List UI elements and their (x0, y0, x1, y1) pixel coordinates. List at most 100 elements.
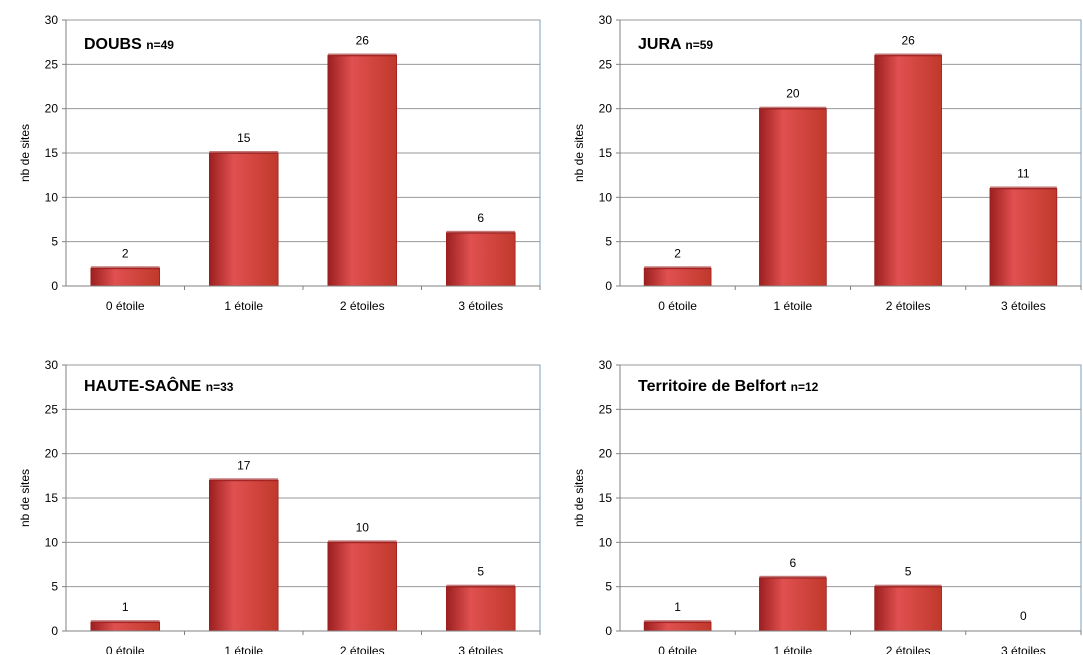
x-tick-label: 3 étoiles (458, 644, 503, 654)
y-tick-label: 0 (605, 279, 612, 293)
y-tick-label: 25 (599, 402, 613, 416)
y-tick-label: 15 (45, 146, 59, 160)
chart-panel-doubs: 0 5 10 15 20 25 30 nb de sites 2 0 étoile 15 1 étoi… (0, 0, 541, 327)
bar (327, 541, 398, 632)
x-tick-label: 1 étoile (774, 299, 813, 313)
chart-title-text: JURA (638, 36, 681, 53)
chart-subtitle-count: n=33 (205, 380, 234, 394)
x-tick-label: 1 étoile (224, 644, 263, 654)
bar-top-bevel (209, 151, 279, 154)
data-label: 1 (122, 600, 129, 614)
chart-panel-jura: 0 5 10 15 20 25 30 nb de sites 2 0 étoile 20 1 étoi… (541, 0, 1082, 327)
data-label: 6 (790, 556, 797, 570)
bar-top-bevel (989, 186, 1057, 190)
data-label: 2 (674, 246, 681, 260)
data-label: 26 (356, 33, 370, 47)
bar-top-bevel (90, 266, 160, 270)
data-label: 10 (356, 520, 370, 534)
data-label: 2 (122, 246, 129, 260)
data-label: 0 (1020, 609, 1027, 623)
data-label: 5 (477, 565, 484, 579)
y-tick-label: 10 (45, 190, 59, 204)
y-tick-label: 25 (45, 402, 59, 416)
bar-top-bevel (209, 478, 279, 482)
y-tick-label: 15 (599, 146, 613, 160)
bar-top-bevel (327, 53, 397, 57)
y-axis-label: nb de sites (18, 124, 32, 182)
chart-title-haute-saone: HAUTE-SAÔNE n=33 (84, 379, 233, 395)
x-tick-label: 2 étoiles (340, 299, 385, 313)
y-tick-label: 20 (45, 447, 59, 461)
bar-top-bevel (874, 53, 942, 57)
bar-top-bevel (644, 266, 712, 270)
x-tick-label: 2 étoiles (340, 644, 385, 654)
y-tick-label: 30 (45, 358, 59, 372)
data-label: 15 (237, 131, 251, 145)
chart-title-jura: JURA n=59 (638, 37, 713, 53)
data-label: 6 (477, 211, 484, 225)
bar (874, 55, 942, 287)
data-label: 1 (674, 600, 681, 614)
y-tick-label: 0 (605, 624, 612, 638)
x-tick-label: 3 étoiles (1001, 644, 1046, 654)
data-label: 20 (786, 87, 800, 101)
y-tick-label: 30 (599, 13, 613, 27)
bar-top-bevel (446, 230, 516, 234)
bar (643, 621, 712, 632)
y-axis-label: nb de sites (572, 469, 586, 527)
data-label: 5 (905, 565, 912, 579)
y-tick-label: 10 (599, 535, 613, 549)
y-tick-label: 25 (599, 57, 613, 71)
data-label: 26 (901, 33, 915, 47)
bar-chart-territoire-de-belfort: 0 5 10 15 20 25 30 nb de sites 1 0 étoile 6 1 étoil… (572, 358, 1082, 654)
chart-title-doubs: DOUBS n=49 (84, 37, 174, 53)
y-tick-label: 10 (599, 190, 613, 204)
bar (874, 586, 942, 632)
bar-top-bevel (874, 584, 942, 588)
x-tick-label: 0 étoile (658, 644, 697, 654)
x-tick-label: 2 étoiles (886, 644, 931, 654)
y-tick-label: 0 (51, 279, 58, 293)
y-axis-label: nb de sites (572, 124, 586, 182)
bar-top-bevel (759, 106, 827, 110)
bar-top-bevel (644, 620, 712, 624)
bar (989, 188, 1058, 287)
bar-chart-doubs: 0 5 10 15 20 25 30 nb de sites 2 0 étoile 15 1 étoi… (18, 13, 541, 313)
bar (445, 232, 516, 287)
chart-panel-territoire-de-belfort: 0 5 10 15 20 25 30 nb de sites 1 0 étoile 6 1 étoil… (541, 327, 1082, 654)
y-tick-label: 0 (51, 624, 58, 638)
x-tick-label: 0 étoile (106, 299, 145, 313)
y-tick-label: 30 (599, 358, 613, 372)
bar-chart-haute-saone: 0 5 10 15 20 25 30 nb de sites 1 0 étoile 17 1 étoi… (18, 358, 541, 654)
y-tick-label: 10 (45, 535, 59, 549)
bar (208, 479, 279, 632)
y-tick-label: 5 (605, 235, 612, 249)
chart-subtitle-count: n=59 (685, 38, 714, 52)
x-tick-label: 1 étoile (774, 644, 813, 654)
bar (90, 267, 161, 287)
bar (327, 55, 398, 287)
x-tick-label: 0 étoile (106, 644, 145, 654)
bar (90, 621, 161, 632)
chart-title-text: DOUBS (84, 36, 142, 53)
chart-subtitle-count: n=49 (146, 38, 174, 52)
bar (759, 577, 827, 632)
bar-top-bevel (327, 540, 397, 544)
chart-title-text: HAUTE-SAÔNE (84, 378, 202, 395)
chart-subtitle-count: n=12 (790, 380, 819, 394)
bar-top-bevel (759, 575, 827, 579)
y-tick-label: 30 (45, 13, 59, 27)
chart-panel-haute-saone: 0 5 10 15 20 25 30 nb de sites 1 0 étoile 17 1 étoi… (0, 327, 541, 654)
y-tick-label: 5 (605, 580, 612, 594)
bar-chart-jura: 0 5 10 15 20 25 30 nb de sites 2 0 étoile 20 1 étoi… (572, 13, 1082, 313)
y-tick-label: 20 (45, 102, 59, 116)
x-tick-label: 1 étoile (224, 299, 263, 313)
y-tick-label: 15 (599, 491, 613, 505)
y-tick-label: 20 (599, 102, 613, 116)
y-tick-label: 5 (51, 235, 58, 249)
bar (208, 152, 279, 287)
y-axis-label: nb de sites (18, 469, 32, 527)
bar (759, 108, 827, 287)
y-tick-label: 20 (599, 447, 613, 461)
